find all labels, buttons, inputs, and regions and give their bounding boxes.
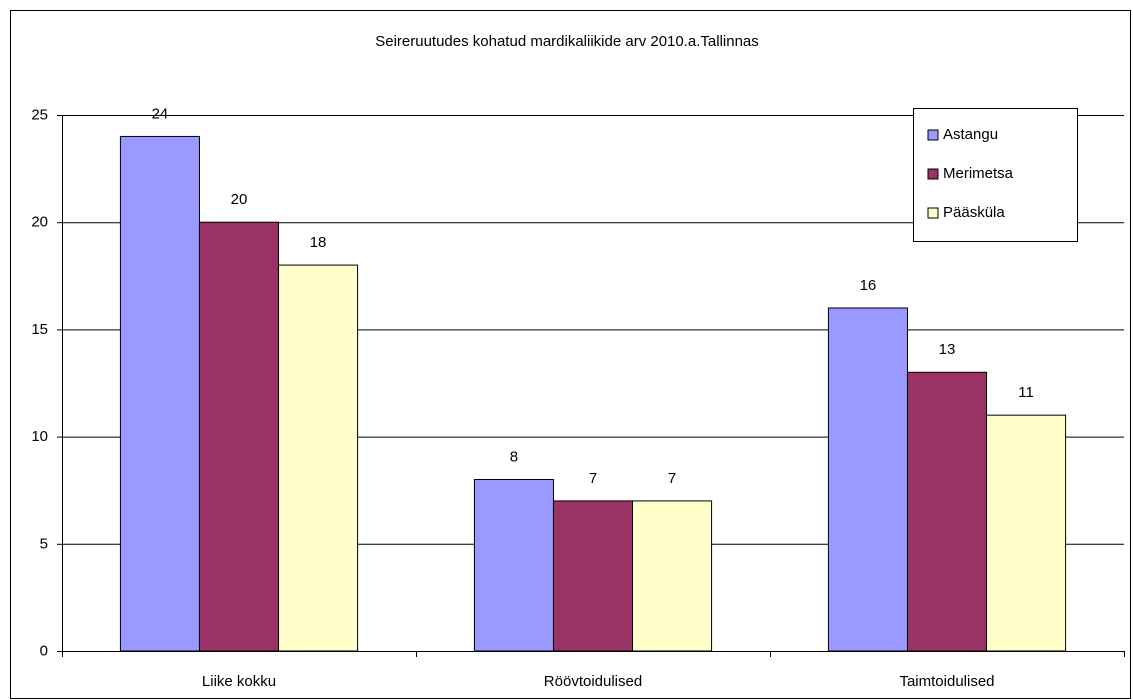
legend-box bbox=[913, 108, 1078, 242]
data-label: 16 bbox=[860, 277, 877, 294]
data-label: 20 bbox=[231, 191, 248, 208]
chart-title: Seireruutudes kohatud mardikaliikide arv… bbox=[375, 33, 759, 50]
y-tick-label: 25 bbox=[31, 106, 48, 123]
y-tick-label: 20 bbox=[31, 214, 48, 231]
legend-swatch bbox=[927, 129, 939, 141]
y-tick-label: 0 bbox=[40, 642, 48, 659]
y-tick-label: 5 bbox=[40, 535, 48, 552]
bar bbox=[827, 307, 908, 652]
bar bbox=[278, 264, 359, 652]
legend-swatch bbox=[927, 207, 939, 219]
bar bbox=[552, 500, 634, 652]
legend-label: Astangu bbox=[943, 126, 998, 143]
y-tick-label: 10 bbox=[31, 428, 48, 445]
bar bbox=[473, 478, 554, 652]
bar bbox=[198, 221, 280, 652]
legend-label: Pääsküla bbox=[943, 204, 1005, 221]
x-tick-label: Liike kokku bbox=[202, 673, 276, 690]
bar bbox=[906, 371, 988, 652]
legend-swatch bbox=[927, 168, 939, 180]
bar bbox=[632, 500, 713, 652]
legend-label: Merimetsa bbox=[943, 165, 1014, 182]
data-label: 7 bbox=[589, 470, 597, 487]
data-label: 24 bbox=[152, 105, 169, 122]
data-label: 11 bbox=[1018, 384, 1034, 401]
x-tick-label: Röövtoidulised bbox=[544, 673, 642, 690]
bar bbox=[986, 414, 1067, 652]
data-label: 8 bbox=[510, 448, 518, 465]
data-label: 18 bbox=[310, 234, 327, 251]
bar bbox=[119, 135, 200, 652]
data-label: 7 bbox=[668, 470, 676, 487]
x-tick-label: Taimtoidulised bbox=[899, 673, 994, 690]
y-tick-label: 15 bbox=[31, 321, 48, 338]
data-label: 13 bbox=[939, 341, 956, 358]
